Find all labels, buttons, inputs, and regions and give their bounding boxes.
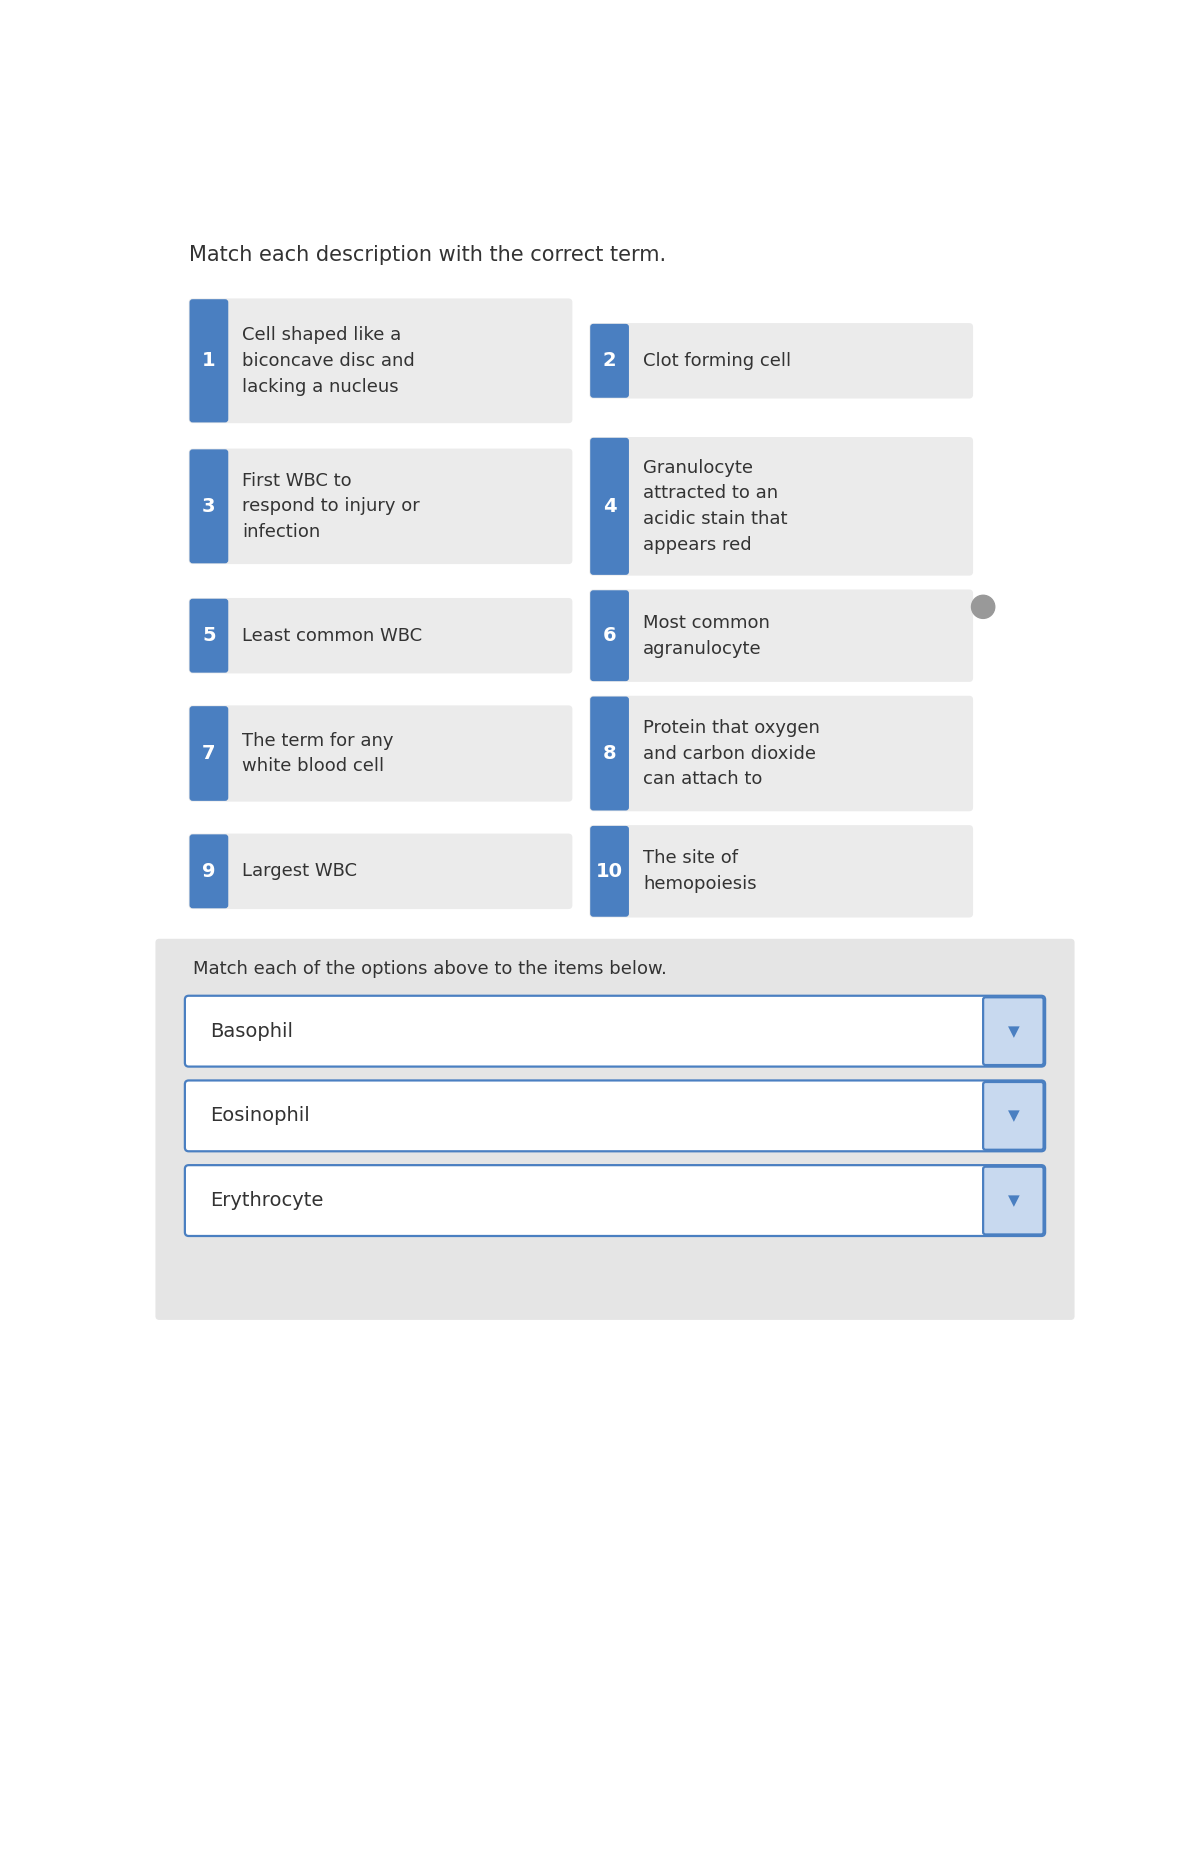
Text: 2: 2 — [602, 352, 617, 370]
Text: Eosinophil: Eosinophil — [210, 1106, 310, 1124]
Text: ▼: ▼ — [1008, 1108, 1019, 1123]
Text: 5: 5 — [202, 627, 216, 645]
Text: Match each description with the correct term.: Match each description with the correct … — [188, 245, 666, 264]
FancyBboxPatch shape — [188, 299, 572, 423]
Text: 10: 10 — [596, 863, 623, 881]
Text: Match each of the options above to the items below.: Match each of the options above to the i… — [193, 960, 666, 977]
FancyBboxPatch shape — [589, 825, 973, 917]
Circle shape — [972, 595, 995, 619]
FancyBboxPatch shape — [590, 825, 629, 917]
Text: 9: 9 — [202, 863, 216, 881]
Text: Most common
agranulocyte: Most common agranulocyte — [643, 614, 769, 657]
FancyBboxPatch shape — [589, 696, 973, 812]
FancyBboxPatch shape — [185, 995, 1045, 1066]
Text: 8: 8 — [602, 745, 617, 763]
FancyBboxPatch shape — [590, 438, 629, 574]
Text: The term for any
white blood cell: The term for any white blood cell — [242, 732, 394, 775]
FancyBboxPatch shape — [185, 1166, 1045, 1237]
Text: 1: 1 — [202, 352, 216, 370]
FancyBboxPatch shape — [188, 705, 572, 801]
FancyBboxPatch shape — [190, 834, 228, 907]
FancyBboxPatch shape — [188, 449, 572, 563]
FancyBboxPatch shape — [190, 449, 228, 563]
FancyBboxPatch shape — [589, 324, 973, 399]
Text: The site of
hemopoiesis: The site of hemopoiesis — [643, 849, 756, 892]
FancyBboxPatch shape — [190, 299, 228, 423]
FancyBboxPatch shape — [185, 1080, 1045, 1151]
FancyBboxPatch shape — [190, 599, 228, 674]
FancyBboxPatch shape — [589, 438, 973, 576]
FancyBboxPatch shape — [590, 696, 629, 810]
FancyBboxPatch shape — [188, 834, 572, 909]
Text: Least common WBC: Least common WBC — [242, 627, 422, 645]
FancyBboxPatch shape — [188, 599, 572, 674]
Text: Largest WBC: Largest WBC — [242, 863, 358, 881]
FancyBboxPatch shape — [590, 324, 629, 399]
FancyBboxPatch shape — [590, 589, 629, 681]
Text: ▼: ▼ — [1008, 1023, 1019, 1038]
FancyBboxPatch shape — [156, 939, 1074, 1319]
Text: 4: 4 — [602, 498, 617, 516]
FancyBboxPatch shape — [589, 589, 973, 681]
Text: 7: 7 — [202, 745, 216, 763]
Text: 6: 6 — [602, 627, 617, 645]
Text: First WBC to
respond to injury or
infection: First WBC to respond to injury or infect… — [242, 471, 420, 541]
Text: Granulocyte
attracted to an
acidic stain that
appears red: Granulocyte attracted to an acidic stain… — [643, 458, 787, 554]
Text: Protein that oxygen
and carbon dioxide
can attach to: Protein that oxygen and carbon dioxide c… — [643, 718, 820, 788]
FancyBboxPatch shape — [983, 1168, 1044, 1235]
Text: Basophil: Basophil — [210, 1022, 294, 1040]
Text: Clot forming cell: Clot forming cell — [643, 352, 791, 370]
Text: Erythrocyte: Erythrocyte — [210, 1192, 324, 1211]
FancyBboxPatch shape — [983, 997, 1044, 1065]
FancyBboxPatch shape — [983, 1081, 1044, 1151]
Text: ▼: ▼ — [1008, 1194, 1019, 1209]
FancyBboxPatch shape — [190, 705, 228, 801]
Text: Cell shaped like a
biconcave disc and
lacking a nucleus: Cell shaped like a biconcave disc and la… — [242, 326, 415, 395]
Text: 3: 3 — [202, 498, 216, 516]
